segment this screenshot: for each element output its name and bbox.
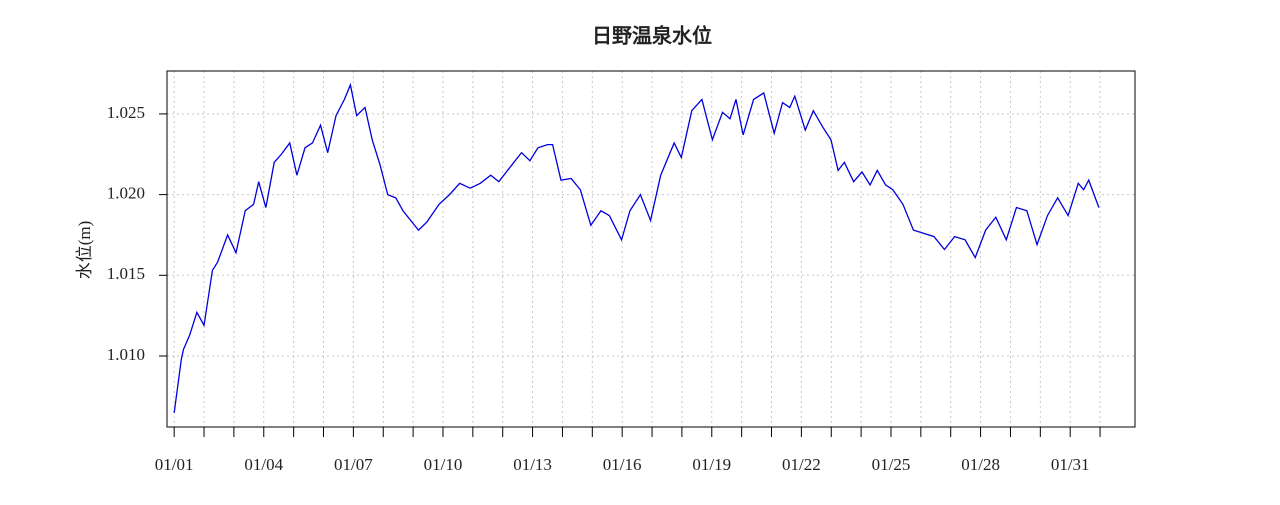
x-tick-label: 01/22 — [782, 455, 821, 474]
x-tick-label: 01/16 — [603, 455, 642, 474]
y-tick-label: 1.015 — [107, 264, 145, 283]
x-tick-label: 01/10 — [424, 455, 463, 474]
x-tick-label: 01/13 — [513, 455, 552, 474]
plot-frame — [166, 70, 1136, 428]
data-line — [173, 82, 1100, 414]
y-tick-label: 1.025 — [107, 103, 145, 122]
x-tick-label: 01/07 — [334, 455, 373, 474]
chart-title: 日野温泉水位 — [592, 24, 712, 48]
x-tick-label: 01/01 — [155, 455, 194, 474]
x-tick-label: 01/25 — [872, 455, 911, 474]
y-axis-label: 水位(m) — [75, 221, 94, 280]
x-tick-label: 01/31 — [1051, 455, 1090, 474]
y-tick-label: 1.020 — [107, 184, 145, 203]
x-tick-label: 01/04 — [244, 455, 283, 474]
x-tick-label: 01/28 — [961, 455, 1000, 474]
y-tick-label: 1.010 — [107, 345, 145, 364]
x-tick-label: 01/19 — [692, 455, 731, 474]
